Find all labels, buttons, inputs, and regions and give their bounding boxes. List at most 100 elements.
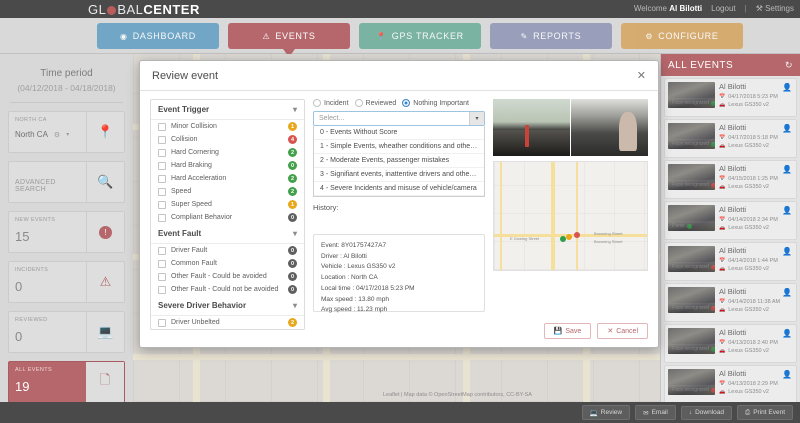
list-item[interactable]: Face recognized Al Bilotti 📅 04/17/2018 5:1… <box>664 119 797 158</box>
event-list[interactable]: Face recognized Al Bilotti 📅 04/17/2018 5:2… <box>661 76 800 402</box>
region-select[interactable]: North CA ⚙ ▾ <box>15 130 80 139</box>
filter-row[interactable]: Hard Acceleration 2 <box>151 172 304 185</box>
event-vehicle: Lexus GS350 v2 <box>728 307 769 313</box>
tab-gps-tracker[interactable]: 📍 GPS TRACKER <box>359 23 481 49</box>
cancel-button[interactable]: ✕ Cancel <box>597 323 648 339</box>
event-thumbnail[interactable]: Face recognized <box>668 369 715 395</box>
filter-checkbox[interactable] <box>158 259 166 268</box>
review-button[interactable]: 💻 Review <box>581 405 631 420</box>
filter-row[interactable]: Compliant Behavior 0 <box>151 211 304 224</box>
score-option[interactable]: 2 - Moderate Events, passenger mistakes <box>314 154 484 168</box>
email-button[interactable]: ✉ Email <box>635 405 676 420</box>
filter-row[interactable]: Other Fault - Could be avoided 0 <box>151 270 304 283</box>
save-button[interactable]: 💾 Save <box>543 323 592 339</box>
filter-row[interactable]: Other Fault - Could not be avoided 0 <box>151 283 304 296</box>
list-item[interactable]: Face recognized Al Bilotti 📅 04/14/2018 1:4… <box>664 242 797 281</box>
radio-indicator[interactable] <box>402 99 411 107</box>
event-thumbnail[interactable]: Face recognized <box>668 82 715 108</box>
filter-checkbox[interactable] <box>158 135 166 144</box>
chevron-down-icon[interactable]: ▾ <box>469 112 484 125</box>
filter-row[interactable]: Driver Unbelted 2 <box>151 316 304 329</box>
filter-checkbox[interactable] <box>158 285 166 294</box>
settings-link[interactable]: ⚒ Settings <box>755 4 794 13</box>
filter-row[interactable]: Super Speed 1 <box>151 198 304 211</box>
score-select-placeholder: Select... <box>319 115 345 122</box>
classification-radios[interactable]: Incident Reviewed Nothing Important <box>313 99 485 107</box>
list-item[interactable]: Face recognized Al Bilotti 📅 04/13/2018 2:2… <box>664 365 797 402</box>
print-event-button[interactable]: ⎙ Print Event <box>737 405 793 420</box>
filter-group-header[interactable]: Event Trigger ▾ <box>151 100 304 120</box>
filter-checkbox[interactable] <box>158 200 166 209</box>
score-option[interactable]: 4 - Severe Incidents and misuse of vehic… <box>314 182 484 196</box>
leaflet-link[interactable]: Leaflet <box>383 392 400 398</box>
score-dropdown-list[interactable]: 0 - Events Without Score 1 - Simple Event… <box>313 126 485 197</box>
event-thumbnail[interactable]: Face recognized <box>668 246 715 272</box>
tab-configure[interactable]: ⚙ CONFIGURE <box>621 23 743 49</box>
event-thumbnail[interactable]: Face recognized <box>668 123 715 149</box>
chevron-down-icon[interactable]: ▾ <box>292 301 297 310</box>
score-option[interactable]: 1 - Simple Events, wheather conditions a… <box>314 140 484 154</box>
filter-row[interactable]: Speed 2 <box>151 185 304 198</box>
filter-checkbox[interactable] <box>158 148 166 157</box>
video-previews[interactable] <box>493 99 648 156</box>
filter-row[interactable]: Collision 4 <box>151 133 304 146</box>
list-item[interactable]: Panic Al Bilotti 📅 04/14/2018 2:34 PM 🚗 Lexus… <box>664 201 797 240</box>
radio-incident[interactable]: Incident <box>313 99 349 107</box>
filter-checkbox[interactable] <box>158 187 166 196</box>
search-icon[interactable]: 🔍 <box>86 162 124 202</box>
download-button[interactable]: ↓ Download <box>680 405 732 420</box>
gear-icon[interactable]: ⚙ <box>53 131 61 139</box>
event-thumbnail[interactable]: Face recognized <box>668 328 715 354</box>
tab-events[interactable]: ⚠ EVENTS <box>228 23 350 57</box>
event-thumbnail[interactable]: Face recognized <box>668 164 715 190</box>
advanced-search-card[interactable]: ADVANCED SEARCH 🔍 <box>8 161 125 203</box>
close-icon[interactable]: ✕ <box>636 70 646 82</box>
time-period-range[interactable]: (04/12/2018 - 04/18/2018) <box>17 83 116 93</box>
radio-nothing-important[interactable]: Nothing Important <box>402 99 469 107</box>
filter-checkbox[interactable] <box>158 161 166 170</box>
card-reviewed[interactable]: REVIEWED 0 💻 <box>8 311 125 353</box>
chevron-down-icon[interactable]: ▾ <box>292 229 297 238</box>
event-vehicle: Lexus GS350 v2 <box>728 102 769 108</box>
filter-group-header[interactable]: Event Fault ▾ <box>151 224 304 244</box>
filter-row[interactable]: Common Fault 0 <box>151 257 304 270</box>
road-camera-view[interactable] <box>493 99 570 156</box>
logout-link[interactable]: Logout <box>711 4 736 13</box>
tab-reports[interactable]: ✎ REPORTS <box>490 23 612 49</box>
radio-reviewed[interactable]: Reviewed <box>354 99 396 107</box>
filter-row[interactable]: Hard Cornering 2 <box>151 146 304 159</box>
list-item[interactable]: Face recognized Al Bilotti 📅 04/13/2018 2:4… <box>664 324 797 363</box>
radio-indicator[interactable] <box>313 99 321 107</box>
cabin-camera-view[interactable] <box>571 99 648 156</box>
chevron-down-icon[interactable]: ▾ <box>292 105 297 114</box>
filter-row[interactable]: Driver Fault 0 <box>151 244 304 257</box>
score-select[interactable]: Select... ▾ <box>313 111 485 126</box>
filter-checkbox[interactable] <box>158 122 166 131</box>
list-item[interactable]: Face recognized Al Bilotti 📅 04/15/2018 1:2… <box>664 160 797 199</box>
card-all-events[interactable]: ALL EVENTS 19 🗋 <box>8 361 125 403</box>
score-option[interactable]: 3 - Signifiant events, inattentive drive… <box>314 168 484 182</box>
filter-checkbox[interactable] <box>158 318 166 327</box>
chevron-down-icon[interactable]: ▾ <box>66 132 70 138</box>
list-item[interactable]: Face recognized Al Bilotti 📅 04/17/2018 5:2… <box>664 78 797 117</box>
region-selector-card[interactable]: NORTH CA North CA ⚙ ▾ 📍 <box>8 111 125 153</box>
card-new-events[interactable]: NEW EVENTS 15 ! <box>8 211 125 253</box>
filter-group-header[interactable]: Severe Driver Behavior ▾ <box>151 296 304 316</box>
event-thumbnail[interactable]: Face recognized <box>668 287 715 313</box>
filter-checkbox[interactable] <box>158 272 166 281</box>
event-info: Al Bilotti 📅 04/14/2018 1:44 PM 🚗 Lexus GS35… <box>719 246 793 277</box>
filter-row[interactable]: Minor Collision 1 <box>151 120 304 133</box>
filter-checkbox[interactable] <box>158 174 166 183</box>
filter-row[interactable]: Hard Braking 0 <box>151 159 304 172</box>
score-option[interactable]: 0 - Events Without Score <box>314 126 484 140</box>
filter-checkbox[interactable] <box>158 213 166 222</box>
filter-count-badge: 0 <box>288 259 297 268</box>
tab-dashboard[interactable]: ◉ DASHBOARD <box>97 23 219 49</box>
radio-indicator[interactable] <box>354 99 363 107</box>
card-incidents[interactable]: INCIDENTS 0 ⚠ <box>8 261 125 303</box>
list-item[interactable]: Face recognized Al Bilotti 📅 04/14/2018 11:… <box>664 283 797 322</box>
event-map[interactable]: E Gowing Street Browning Street Browning… <box>493 161 648 271</box>
filter-checkbox[interactable] <box>158 246 166 255</box>
refresh-icon[interactable]: ↻ <box>784 59 793 70</box>
event-thumbnail[interactable]: Panic <box>668 205 715 231</box>
